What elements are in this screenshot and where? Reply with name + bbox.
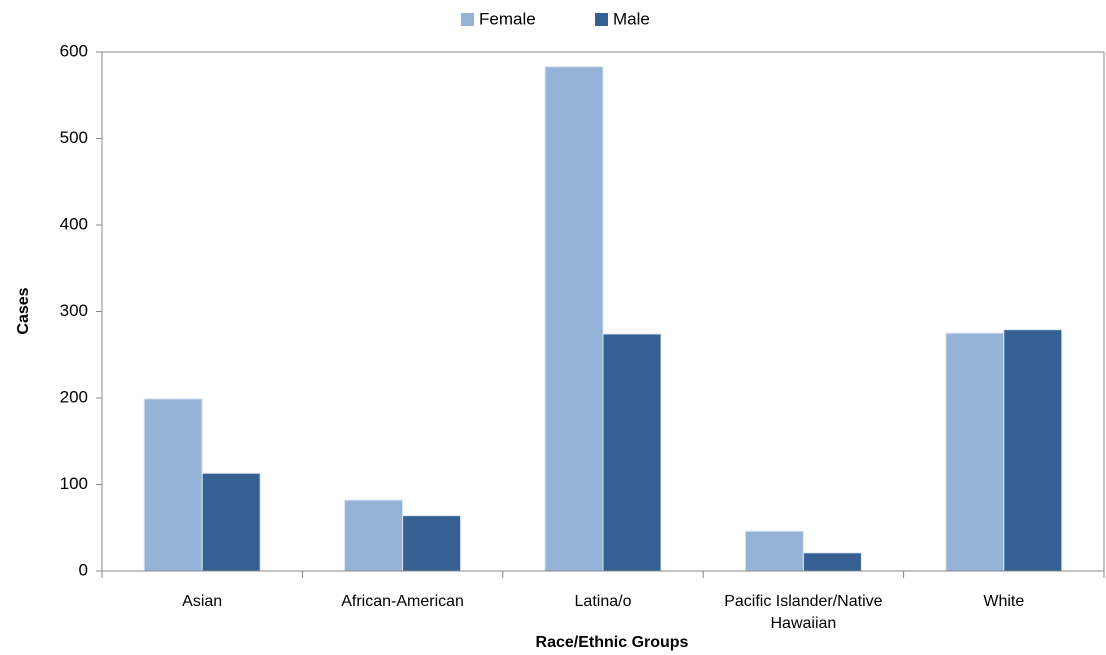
y-tick-label: 200	[60, 387, 88, 406]
y-tick-label: 400	[60, 214, 88, 233]
bar	[344, 499, 404, 572]
bar	[402, 515, 462, 572]
bar	[602, 333, 662, 572]
x-tick-label: African-American	[341, 593, 464, 610]
y-tick-label: 600	[60, 41, 88, 60]
bar	[744, 530, 804, 572]
legend-label: Female	[479, 9, 536, 28]
y-axis-title: Cases	[15, 287, 32, 334]
bar	[802, 552, 862, 572]
bar	[945, 332, 1005, 572]
legend-label: Male	[613, 9, 650, 28]
y-tick-label: 0	[79, 560, 88, 579]
bar	[1003, 329, 1063, 572]
x-tick-label: Asian	[182, 593, 223, 610]
x-tick-label: Pacific Islander/Native Hawaiian	[724, 593, 883, 632]
legend-swatch	[461, 13, 474, 26]
y-tick-label: 300	[60, 301, 88, 320]
y-tick-label: 500	[60, 128, 88, 147]
y-tick-label: 100	[60, 474, 88, 493]
x-axis-title: Race/Ethnic Groups	[536, 634, 689, 651]
bar	[201, 472, 261, 572]
legend-swatch	[595, 13, 608, 26]
x-tick-label: Latina/o	[574, 593, 632, 610]
x-tick-label: White	[983, 593, 1025, 610]
bar	[544, 66, 604, 572]
bar	[143, 398, 203, 572]
